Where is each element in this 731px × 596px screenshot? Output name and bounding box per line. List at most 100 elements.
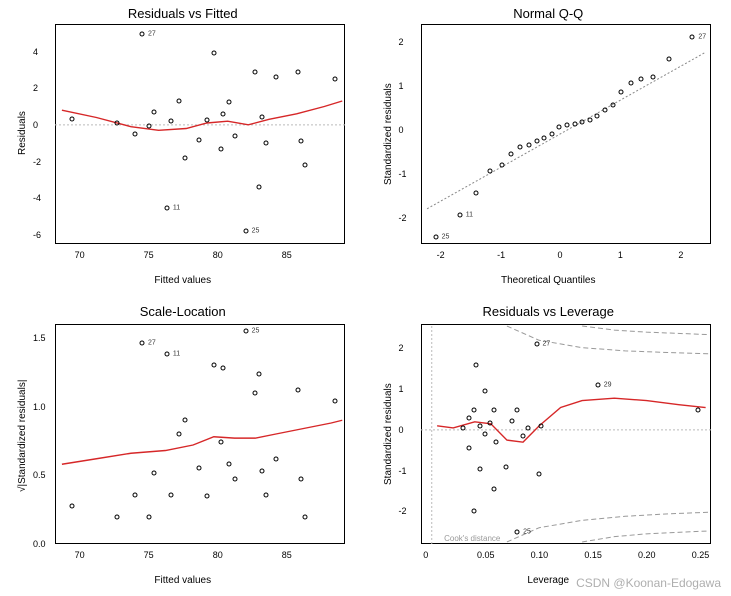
- chart-title: Scale-Location: [0, 304, 366, 319]
- data-point: [602, 107, 607, 112]
- data-point: [550, 132, 555, 137]
- data-point: [227, 462, 232, 467]
- x-axis-label: Theoretical Quantiles: [366, 275, 731, 286]
- data-point: [115, 121, 120, 126]
- point-label: 27: [698, 34, 706, 41]
- data-point: [146, 123, 151, 128]
- data-point: [133, 492, 138, 497]
- data-point: [164, 352, 169, 357]
- y-tick-label: -2: [399, 213, 407, 223]
- x-tick-label: 2: [678, 250, 683, 260]
- chart-title: Residuals vs Fitted: [0, 6, 366, 21]
- data-point: [667, 57, 672, 62]
- data-point: [260, 114, 265, 119]
- y-tick-label: 2: [399, 343, 404, 353]
- cooks-distance-label: Cook's distance: [444, 534, 500, 543]
- point-label: 29: [604, 382, 612, 389]
- plot-area: [55, 324, 345, 544]
- y-tick-label: 0: [399, 425, 404, 435]
- data-point: [169, 492, 174, 497]
- x-tick-label: 0.20: [638, 550, 656, 560]
- data-point: [474, 191, 479, 196]
- y-tick-label: 2: [33, 83, 38, 93]
- data-point: [302, 163, 307, 168]
- y-tick-label: 1: [399, 81, 404, 91]
- data-point: [146, 514, 151, 519]
- data-point: [690, 35, 695, 40]
- data-point: [140, 341, 145, 346]
- data-point: [557, 125, 562, 130]
- data-point: [628, 81, 633, 86]
- point-label: 25: [442, 234, 450, 241]
- data-point: [133, 132, 138, 137]
- y-tick-label: -6: [33, 230, 41, 240]
- data-point: [232, 477, 237, 482]
- data-point: [243, 328, 248, 333]
- x-tick-label: -2: [437, 250, 445, 260]
- data-point: [273, 456, 278, 461]
- data-point: [472, 509, 477, 514]
- data-point: [204, 493, 209, 498]
- chart-title: Normal Q-Q: [366, 6, 731, 21]
- data-point: [302, 514, 307, 519]
- x-tick-label: 0: [423, 550, 428, 560]
- x-axis-label: Fitted values: [0, 575, 366, 586]
- point-label: 27: [148, 31, 156, 38]
- x-tick-label: 70: [75, 550, 85, 560]
- data-point: [538, 423, 543, 428]
- data-point: [487, 169, 492, 174]
- data-point: [232, 133, 237, 138]
- data-point: [509, 418, 514, 423]
- data-point: [542, 136, 547, 141]
- data-point: [525, 425, 530, 430]
- data-point: [472, 407, 477, 412]
- data-point: [466, 415, 471, 420]
- data-point: [69, 503, 74, 508]
- data-point: [461, 425, 466, 430]
- y-tick-label: 2: [399, 37, 404, 47]
- data-point: [264, 492, 269, 497]
- y-tick-label: -1: [399, 169, 407, 179]
- point-label: 11: [466, 212, 473, 219]
- data-point: [296, 388, 301, 393]
- data-point: [477, 423, 482, 428]
- data-point: [474, 362, 479, 367]
- point-label: 11: [173, 351, 180, 358]
- x-tick-label: 0.10: [531, 550, 549, 560]
- chart-title: Residuals vs Leverage: [366, 304, 731, 319]
- x-tick-label: 75: [144, 250, 154, 260]
- y-axis-label: Standardized residuals: [383, 83, 394, 185]
- data-point: [273, 75, 278, 80]
- x-tick-label: 85: [282, 550, 292, 560]
- y-tick-label: 0: [33, 120, 38, 130]
- data-point: [140, 32, 145, 37]
- data-point: [477, 466, 482, 471]
- data-point: [177, 99, 182, 104]
- y-axis-label: Standardized residuals: [383, 383, 394, 485]
- data-point: [520, 434, 525, 439]
- y-tick-label: 4: [33, 47, 38, 57]
- data-point: [253, 69, 258, 74]
- data-point: [695, 407, 700, 412]
- data-point: [182, 418, 187, 423]
- data-point: [536, 471, 541, 476]
- x-tick-label: 1: [618, 250, 623, 260]
- data-point: [227, 99, 232, 104]
- data-point: [260, 469, 265, 474]
- data-point: [218, 440, 223, 445]
- data-point: [619, 90, 624, 95]
- data-point: [580, 119, 585, 124]
- data-point: [211, 363, 216, 368]
- data-point: [594, 114, 599, 119]
- x-axis-label: Leverage: [366, 575, 731, 586]
- data-point: [500, 162, 505, 167]
- data-point: [169, 119, 174, 124]
- y-tick-label: -2: [399, 506, 407, 516]
- point-label: 25: [523, 528, 531, 535]
- data-point: [509, 151, 514, 156]
- data-point: [564, 123, 569, 128]
- x-tick-label: 75: [144, 550, 154, 560]
- data-point: [115, 514, 120, 519]
- data-point: [298, 477, 303, 482]
- y-tick-label: 0: [399, 125, 404, 135]
